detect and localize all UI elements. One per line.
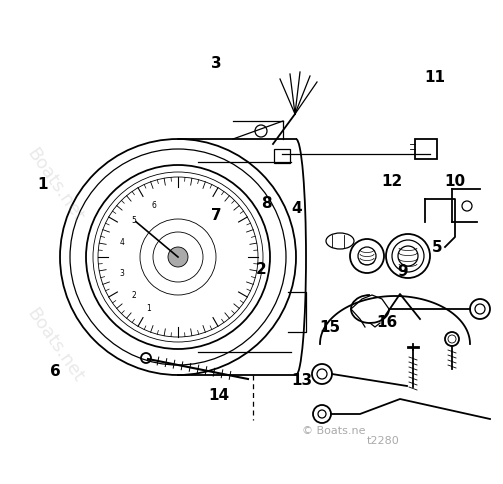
Circle shape — [140, 220, 216, 295]
Circle shape — [86, 166, 270, 349]
Circle shape — [386, 235, 430, 278]
Text: Boats.net: Boats.net — [23, 304, 87, 385]
Text: 6: 6 — [151, 200, 156, 210]
Text: 14: 14 — [208, 387, 229, 402]
Circle shape — [313, 405, 331, 423]
Text: 11: 11 — [425, 70, 446, 85]
Text: 12: 12 — [382, 174, 403, 189]
Text: 2: 2 — [131, 290, 136, 299]
Text: 7: 7 — [211, 208, 222, 223]
Text: 6: 6 — [50, 363, 61, 378]
Circle shape — [350, 240, 384, 273]
Text: 4: 4 — [120, 238, 124, 247]
Text: 5: 5 — [432, 240, 443, 254]
Circle shape — [445, 333, 459, 346]
Text: 8: 8 — [261, 196, 272, 211]
Text: 1: 1 — [38, 177, 48, 191]
Text: 9: 9 — [397, 264, 408, 278]
Bar — [274, 150, 290, 164]
Text: 16: 16 — [377, 315, 398, 329]
Bar — [415, 140, 437, 160]
Text: 5: 5 — [131, 216, 136, 225]
Circle shape — [98, 178, 258, 337]
Text: 3: 3 — [211, 56, 222, 70]
Text: 3: 3 — [120, 268, 124, 277]
Text: 13: 13 — [291, 373, 312, 387]
Circle shape — [312, 364, 332, 384]
Ellipse shape — [326, 233, 354, 249]
Text: 10: 10 — [445, 174, 466, 189]
Text: 2: 2 — [256, 261, 267, 276]
Text: 4: 4 — [291, 201, 302, 215]
Text: © Boats.ne: © Boats.ne — [302, 425, 365, 435]
Circle shape — [470, 300, 490, 319]
Text: t2280: t2280 — [367, 435, 400, 445]
Text: Boats.net: Boats.net — [23, 144, 87, 225]
Text: 1: 1 — [147, 303, 151, 312]
Circle shape — [168, 247, 188, 268]
Text: 15: 15 — [319, 319, 340, 334]
